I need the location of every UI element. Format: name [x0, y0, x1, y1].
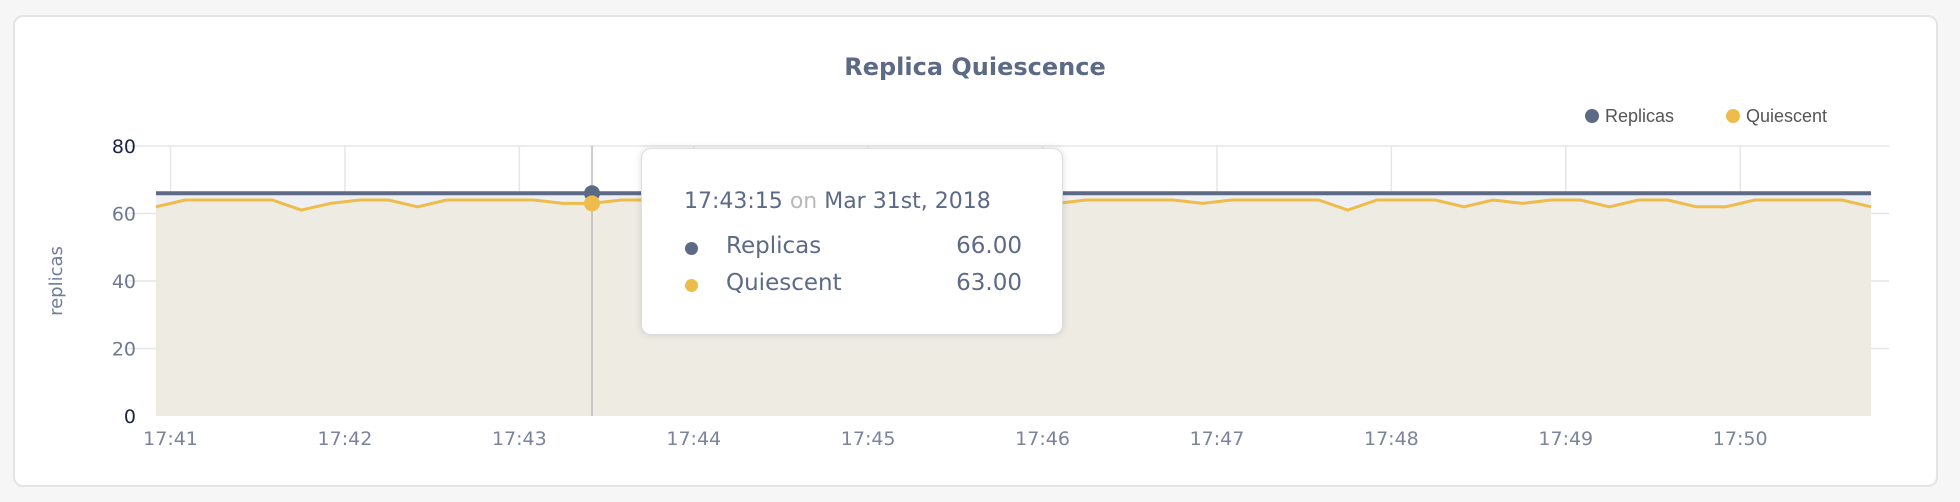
tooltip-series-value: 66.00 — [956, 233, 1022, 259]
tooltip-time: 17:43:15 — [684, 189, 783, 214]
x-tick-label: 17:48 — [1364, 428, 1419, 450]
y-axis-label: replicas — [46, 246, 67, 316]
legend: Replicas Quiescent — [1585, 106, 1827, 126]
x-tick-label: 17:50 — [1713, 428, 1768, 450]
tooltip-series-name: Quiescent — [726, 270, 842, 296]
y-tick-label: 20 — [112, 339, 136, 361]
x-tick-label: 17:49 — [1538, 428, 1593, 450]
tooltip-on: on — [789, 189, 818, 214]
x-tick-label: 17:43 — [492, 428, 547, 450]
y-tick-label: 80 — [112, 136, 136, 158]
hover-marker-quiescent — [584, 195, 601, 212]
legend-item-replicas: Replicas — [1605, 106, 1674, 126]
x-tick-label: 17:44 — [666, 428, 721, 450]
legend-item-quiescent: Quiescent — [1746, 106, 1827, 126]
x-tick-label: 17:41 — [143, 428, 198, 450]
legend-dot-icon — [1726, 109, 1740, 123]
y-tick-label: 40 — [112, 271, 136, 293]
chart-title: Replica Quiescence — [844, 53, 1106, 81]
x-tick-label: 17:42 — [318, 428, 373, 450]
tooltip-series-value: 63.00 — [956, 270, 1022, 296]
tooltip-series-name: Replicas — [726, 233, 822, 259]
x-tick-label: 17:45 — [841, 428, 896, 450]
y-tick-label: 0 — [124, 406, 136, 428]
legend-dot-icon — [1585, 109, 1599, 123]
tooltip-header: 17:43:15 on Mar 31st, 2018 — [684, 189, 991, 214]
replicas-dot-icon — [685, 242, 698, 255]
tooltip: 17:43:15 on Mar 31st, 2018 Replicas 66.0… — [641, 148, 1063, 335]
y-tick-label: 60 — [112, 204, 136, 226]
quiescent-dot-icon — [685, 279, 698, 292]
x-tick-label: 17:46 — [1015, 428, 1070, 450]
tooltip-date: Mar 31st, 2018 — [824, 189, 991, 214]
x-tick-label: 17:47 — [1190, 428, 1245, 450]
